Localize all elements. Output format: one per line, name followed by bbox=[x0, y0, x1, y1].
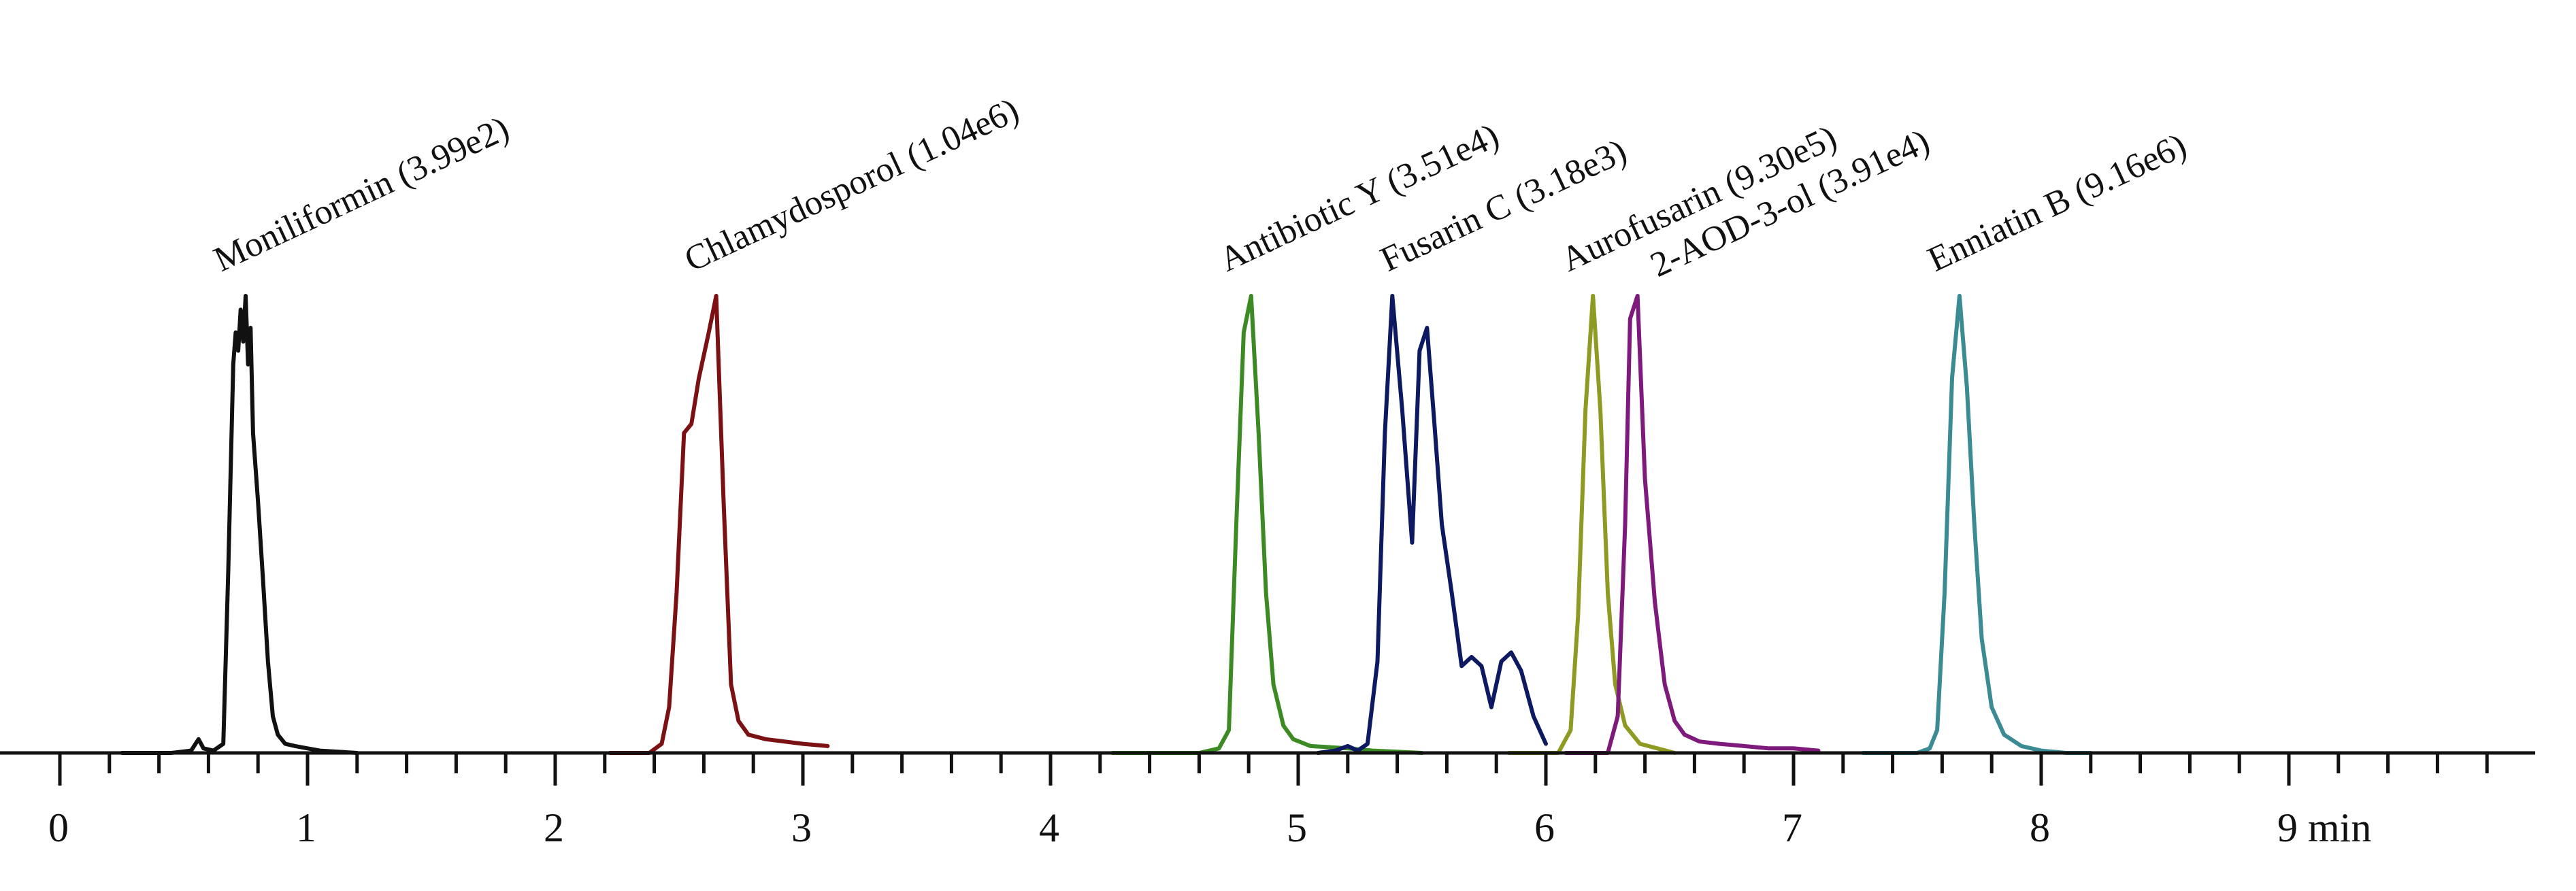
peak-label-moniliformin-3-99e2: Moniliformin (3.99e2) bbox=[208, 109, 515, 280]
x-axis-tick-labels: 0 1 2 3 4 5 6 7 8 9 min bbox=[48, 805, 2371, 850]
tick-label-5: 5 bbox=[1287, 805, 1307, 850]
x-axis-ticks bbox=[58, 753, 2489, 786]
tick-label-0: 0 bbox=[48, 805, 69, 850]
peak-label-chlamydosporol-1-04e6: Chlamydosporol (1.04e6) bbox=[679, 90, 1025, 279]
chromatogram-traces bbox=[120, 294, 2093, 755]
tick-label-3: 3 bbox=[791, 805, 812, 850]
trace-2-aod-3-ol-3-91e4 bbox=[1564, 294, 1821, 755]
tick-label-6: 6 bbox=[1534, 805, 1555, 850]
peak-labels: Moniliformin (3.99e2) Chlamydosporol (1.0… bbox=[208, 90, 2192, 284]
tick-label-8: 8 bbox=[2030, 805, 2050, 850]
tick-label-7: 7 bbox=[1782, 805, 1802, 850]
peak-label-antibiotic-y-3-51e4: Antibiotic Y (3.51e4) bbox=[1214, 116, 1505, 280]
trace-enniatin-b-9-16e6 bbox=[1860, 294, 2093, 755]
tick-label-1: 1 bbox=[296, 805, 316, 850]
trace-chlamydosporol-1-04e6 bbox=[608, 294, 830, 755]
peak-label-enniatin-b-9-16e6: Enniatin B (9.16e6) bbox=[1922, 126, 2192, 280]
tick-label-4: 4 bbox=[1039, 805, 1059, 850]
trace-fusarin-c-3-18e3 bbox=[1316, 294, 1548, 755]
trace-moniliformin-3-99e2 bbox=[120, 294, 359, 755]
x-axis: 0 1 2 3 4 5 6 7 8 9 min bbox=[0, 751, 2535, 850]
tick-label-2: 2 bbox=[544, 805, 564, 850]
trace-antibiotic-y-3-51e4 bbox=[1110, 294, 1424, 755]
trace-aurofusarin-9-30e5 bbox=[1506, 294, 1677, 755]
tick-label-9-min: 9 min bbox=[2277, 805, 2371, 850]
